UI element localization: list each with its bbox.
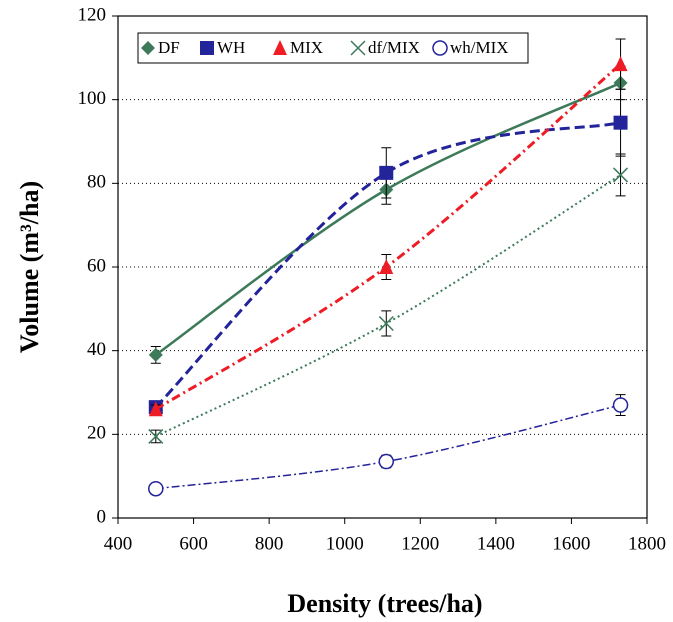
legend-marker	[200, 41, 214, 55]
data-point	[379, 165, 394, 180]
y-tick-label: 40	[87, 339, 106, 360]
legend-marker	[273, 40, 287, 55]
x-axis-title: Density (trees/ha)	[287, 589, 482, 618]
series-line	[154, 62, 622, 411]
x-tick-label: 800	[255, 533, 284, 554]
legend-marker	[141, 41, 155, 55]
legend-label: DF	[158, 38, 180, 57]
series-line	[155, 404, 621, 490]
data-point	[613, 167, 629, 183]
x-tick-label: 1800	[628, 533, 666, 554]
data-point	[379, 259, 394, 274]
x-tick-label: 400	[104, 533, 133, 554]
data-point	[613, 115, 628, 130]
y-tick-label: 60	[87, 255, 106, 276]
plot-frame	[117, 15, 648, 519]
data-point	[148, 480, 164, 497]
data-point	[378, 315, 394, 332]
x-tick-label: 600	[179, 533, 208, 554]
legend-label: wh/MIX	[450, 38, 509, 57]
legend-label: df/MIX	[368, 38, 420, 57]
y-tick-label: 100	[78, 88, 107, 109]
x-tick-label: 1600	[552, 533, 590, 554]
data-point	[613, 56, 628, 72]
data-point	[148, 428, 164, 444]
series-line	[155, 81, 622, 356]
legend-label: WH	[217, 38, 245, 57]
legend-marker	[350, 40, 366, 56]
data-point	[612, 397, 629, 413]
legend-label: MIX	[290, 38, 323, 57]
series-line	[155, 174, 622, 438]
data-point	[148, 347, 163, 362]
x-tick-label: 1200	[401, 533, 439, 554]
y-tick-label: 0	[97, 506, 107, 527]
y-axis-title: Volume (m³/ha)	[15, 181, 44, 353]
y-tick-label: 20	[87, 423, 106, 444]
y-tick-label: 80	[87, 172, 106, 193]
data-point	[148, 401, 163, 417]
data-point	[378, 453, 395, 470]
y-tick-label: 120	[78, 4, 107, 25]
x-tick-label: 1000	[326, 533, 364, 554]
x-tick-label: 1400	[477, 533, 515, 554]
legend-marker	[432, 40, 448, 56]
